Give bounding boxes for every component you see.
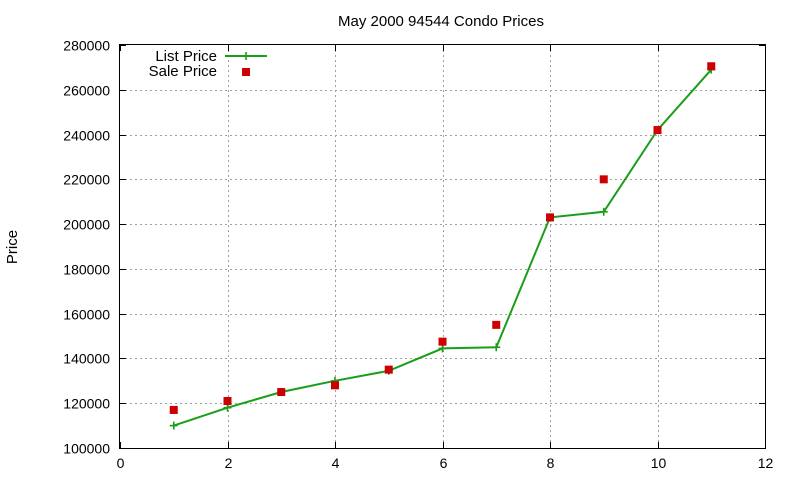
sale-price-point xyxy=(277,388,286,397)
sale-price-point xyxy=(653,126,662,135)
sale-price-point xyxy=(331,381,339,390)
sale-price-point xyxy=(223,396,232,405)
y-tick-label: 120000 xyxy=(63,396,110,412)
list-price-point xyxy=(223,403,232,412)
sale-price-point xyxy=(438,337,447,346)
list-price-point xyxy=(438,344,447,353)
x-tick-label: 10 xyxy=(651,455,667,471)
series-layer xyxy=(169,62,716,430)
y-tick-label: 100000 xyxy=(63,441,110,457)
plot-frame xyxy=(119,44,766,449)
x-tick-label: 12 xyxy=(758,455,774,471)
legend-label-sale-price: Sale Price xyxy=(149,63,217,80)
y-tick-label: 220000 xyxy=(63,172,110,188)
y-tick-label: 180000 xyxy=(63,262,110,278)
list-price-point xyxy=(492,343,501,352)
y-tick-label: 260000 xyxy=(63,83,110,99)
list-price-line xyxy=(173,68,713,427)
sale-price-point xyxy=(492,320,501,329)
chart-title: May 2000 94544 Condo Prices xyxy=(338,13,544,30)
legend-marker-sale-price xyxy=(242,68,250,76)
legend-marker-list-price xyxy=(242,52,250,60)
list-price-point xyxy=(599,207,608,216)
grid-lines xyxy=(120,45,765,448)
y-axis-label: Price xyxy=(4,230,21,264)
x-tick-label: 2 xyxy=(225,455,233,471)
y-tick-label: 160000 xyxy=(63,307,110,323)
y-tick-label: 140000 xyxy=(63,351,110,367)
sale-price-point xyxy=(384,365,393,374)
sale-price-point xyxy=(707,62,716,71)
x-tick-label: 8 xyxy=(547,455,555,471)
x-tick-label: 0 xyxy=(117,455,125,471)
sale-price-point xyxy=(546,213,554,222)
y-tick-label: 200000 xyxy=(63,217,110,233)
legend-label-list-price: List Price xyxy=(155,48,217,65)
sale-price-point xyxy=(169,405,178,414)
x-tick-label: 4 xyxy=(332,455,340,471)
sale-price-point xyxy=(599,175,608,184)
y-tick-label: 280000 xyxy=(63,38,110,54)
y-tick-label: 240000 xyxy=(63,128,110,144)
x-tick-label: 6 xyxy=(440,455,448,471)
list-price-point xyxy=(169,421,178,430)
